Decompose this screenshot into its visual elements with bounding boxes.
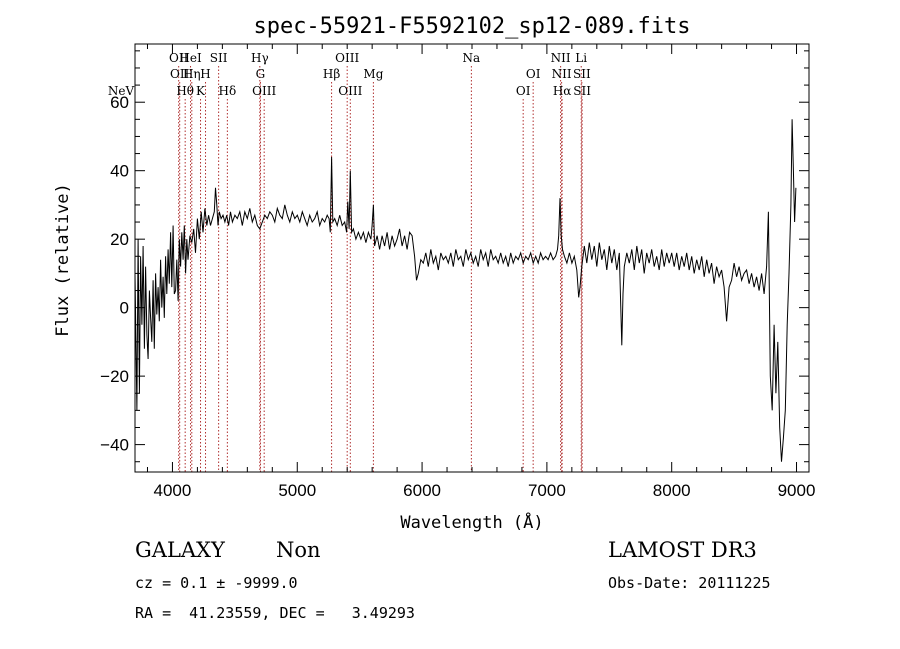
spectral-line-labels: NeVOIIOIIHθHeIHηKHSIIHδHγGOIIIHβOIIIOIII… [108, 51, 591, 98]
spectral-line-label: OI [516, 84, 531, 98]
object-subclass: Non [276, 538, 321, 562]
spectral-line-label: NII [551, 51, 571, 65]
spectral-line-markers [178, 66, 583, 472]
spectrum-series-line [134, 119, 797, 462]
spectral-line-label: Hδ [219, 84, 237, 98]
spectral-line-label: Hγ [251, 51, 269, 65]
spectral-line-label: NII [552, 67, 572, 81]
x-tick-label: 7000 [528, 481, 566, 500]
spectral-line-label: OII [169, 51, 189, 65]
object-class: GALAXY [135, 538, 225, 562]
y-tick-label: 60 [110, 93, 129, 112]
spectral-line-label: Na [463, 51, 481, 65]
y-tick-label: −40 [100, 436, 129, 455]
x-tick-label: 4000 [154, 481, 192, 500]
spectral-line-label: SII [573, 67, 591, 81]
spectral-line-label: SII [573, 84, 591, 98]
x-axis: 4000 5000 6000 7000 8000 9000 [146, 44, 816, 500]
spectral-line-label: SII [210, 51, 228, 65]
spectral-line-label: Li [575, 51, 587, 65]
spectral-line-label: Hθ [176, 84, 194, 98]
obs-date-text: Obs-Date: 20111225 [608, 574, 771, 592]
redshift-text: cz = 0.1 ± -9999.0 [135, 574, 298, 592]
y-tick-label: 0 [120, 299, 129, 318]
spectral-line-label: OIII [338, 84, 362, 98]
chart-title: spec-55921-F5592102_sp12-089.fits [253, 14, 690, 39]
y-tick-label: 40 [110, 162, 129, 181]
y-axis: −40 −20 0 20 40 60 [100, 50, 809, 463]
spectral-line-label: OIII [335, 51, 359, 65]
y-tick-label: 20 [110, 230, 129, 249]
y-axis-label: Flux (relative) [53, 183, 73, 337]
spectral-line-label: G [256, 67, 266, 81]
spectral-line-label: Hη [183, 67, 201, 81]
x-axis-label: Wavelength (Å) [400, 511, 543, 533]
spectral-line-label: Hα [553, 84, 572, 98]
spectral-line-label: Hβ [323, 67, 340, 81]
spectral-line-label: HeI [179, 51, 202, 65]
spectral-line-label: OI [526, 67, 541, 81]
survey-name: LAMOST DR3 [608, 538, 757, 562]
spectral-line-label: H [200, 67, 210, 81]
x-tick-label: 5000 [278, 481, 316, 500]
x-tick-label: 6000 [403, 481, 441, 500]
radec-text: RA = 41.23559, DEC = 3.49293 [135, 604, 415, 622]
spectral-line-label: NeV [108, 84, 135, 98]
y-tick-label: −20 [100, 367, 129, 386]
spectral-line-label: Mg [363, 67, 383, 81]
x-tick-label: 8000 [653, 481, 691, 500]
spectral-line-label: OIII [252, 84, 276, 98]
spectral-line-label: OII [170, 67, 190, 81]
x-tick-label: 9000 [778, 481, 816, 500]
spectral-line-label: K [196, 84, 206, 98]
